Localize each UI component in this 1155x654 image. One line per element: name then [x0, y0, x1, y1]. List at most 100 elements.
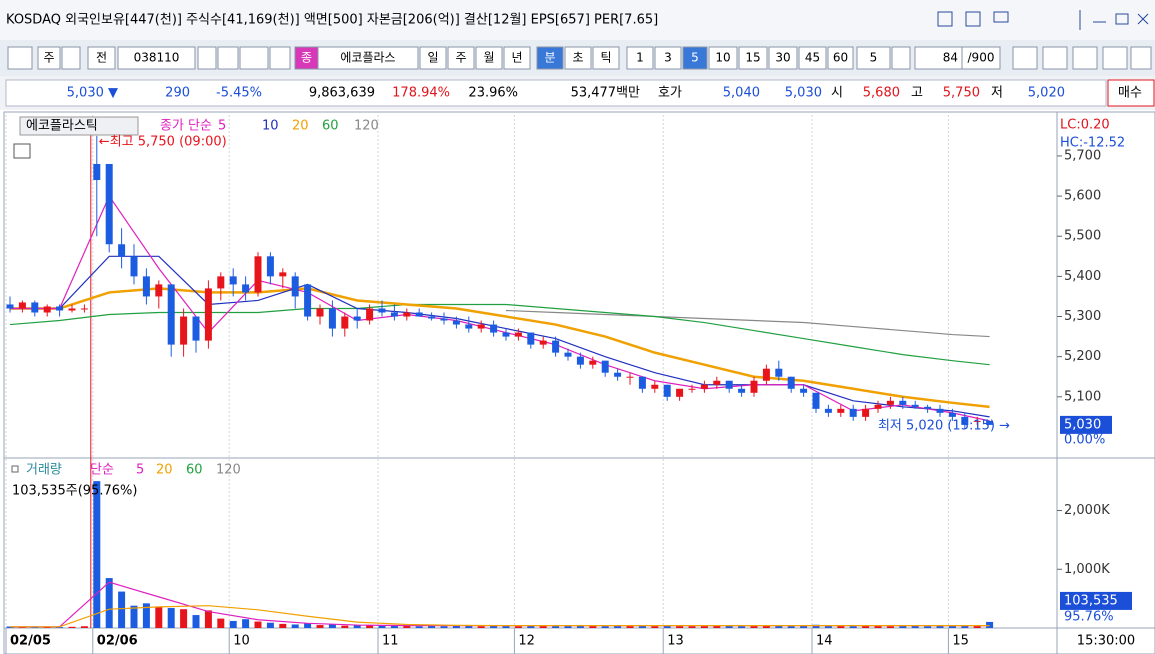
volume-bar — [626, 625, 634, 628]
buy-button[interactable] — [1107, 79, 1155, 107]
toolbar-button[interactable] — [117, 46, 196, 70]
toolbar-button[interactable] — [447, 46, 475, 70]
volume-bar — [676, 625, 684, 628]
candle-body — [18, 302, 26, 309]
dropdown-button[interactable] — [269, 46, 291, 70]
quote-value: 저 — [991, 86, 1003, 101]
toolbar-button[interactable] — [827, 46, 854, 70]
toolbar-button[interactable] — [564, 46, 592, 70]
tool-button[interactable] — [1012, 46, 1038, 70]
toolbar-label: 038110 — [134, 51, 180, 65]
volume-bar — [527, 625, 535, 628]
ma-legend: 5 — [136, 463, 144, 478]
toolbar-button[interactable] — [856, 46, 891, 70]
volume-bar — [601, 626, 609, 628]
maximize[interactable] — [1115, 13, 1129, 25]
toolbar-label: 1 — [636, 51, 644, 65]
toolbar-button[interactable] — [592, 46, 620, 70]
volume-bar — [366, 625, 374, 628]
volume-bar — [514, 626, 522, 628]
toolbar-button[interactable] — [682, 46, 708, 70]
icon[interactable] — [937, 11, 953, 27]
volume-bar — [229, 620, 237, 628]
dropdown-button[interactable] — [239, 46, 269, 70]
tool-button[interactable] — [1130, 46, 1152, 70]
toolbar-button[interactable] — [503, 46, 531, 70]
y-tick-label: 5,600 — [1064, 189, 1101, 204]
volume-summary: 103,535주(95.76%) — [12, 484, 137, 499]
candle-body — [738, 388, 746, 393]
ma-title: 단순 — [90, 463, 114, 478]
dropdown-button[interactable] — [61, 46, 81, 70]
volume-bar — [68, 626, 76, 628]
dropdown-button[interactable] — [197, 46, 217, 70]
volume-bar — [948, 625, 956, 628]
plot: 02/05 02/06 10 11 12 13 14 15 15:30:00 5,700 5,600… — [5, 115, 1135, 654]
volume-bar — [688, 626, 696, 628]
candle-body — [43, 306, 51, 313]
tool-button[interactable] — [1042, 46, 1068, 70]
candle-body — [378, 308, 386, 313]
y-tick-label: 5,200 — [1064, 349, 1101, 364]
tool-button[interactable] — [1102, 46, 1128, 70]
candle-body — [452, 320, 460, 325]
close[interactable] — [1137, 13, 1149, 25]
toolbar-button[interactable] — [798, 46, 827, 70]
legend-icon — [11, 465, 19, 473]
volume-bar — [986, 621, 994, 628]
toolbar-button[interactable] — [87, 46, 116, 70]
candle-body — [130, 256, 138, 277]
icon[interactable] — [965, 11, 981, 27]
candle-body — [638, 376, 646, 389]
toolbar-button[interactable] — [536, 46, 564, 70]
volume-bar — [465, 625, 473, 628]
quote-value: 5,750 — [943, 86, 980, 101]
candle-body — [155, 284, 163, 297]
candle-body — [279, 272, 287, 277]
volume-bar — [142, 603, 150, 628]
volume-bar — [738, 626, 746, 628]
toolbar-button[interactable] — [626, 46, 654, 70]
volume-bar — [663, 625, 671, 628]
toolbar-button[interactable] — [961, 46, 1001, 70]
toolbar-label: 에코플라스 — [340, 51, 395, 65]
toolbar-label: 분 — [544, 51, 555, 65]
quote-value: 290 — [165, 86, 190, 101]
quote-value: 9,863,639 — [309, 86, 375, 101]
volume-bar — [762, 625, 770, 628]
toolbar-button[interactable] — [738, 46, 768, 70]
toolbar-label: 년 — [511, 51, 522, 65]
candle-body — [862, 408, 870, 417]
y-tick-label: 1,000K — [1064, 562, 1110, 577]
toolbar-button[interactable] — [708, 46, 738, 70]
toolbar-button[interactable] — [419, 46, 447, 70]
candle-body — [961, 416, 969, 425]
toolbar-label: 45 — [805, 51, 820, 65]
volume-bar — [390, 625, 398, 628]
volume-bar — [105, 578, 113, 628]
ma-line — [505, 309, 990, 338]
toolbar-button[interactable] — [317, 46, 419, 70]
quote-value: 23.96% — [468, 86, 518, 101]
tool-button[interactable] — [1072, 46, 1098, 70]
dropdown-button[interactable] — [891, 46, 911, 70]
toolbar-button[interactable] — [654, 46, 682, 70]
icon[interactable] — [993, 11, 1009, 23]
volume-bar — [477, 626, 485, 628]
toolbar-button[interactable] — [768, 46, 798, 70]
window-icons — [937, 10, 1149, 30]
candle-body — [601, 360, 609, 373]
toolbar-button[interactable] — [37, 46, 61, 70]
toolbar-label: 일 — [427, 51, 438, 65]
candle-body — [936, 408, 944, 413]
x-tick-label: 02/05 — [10, 634, 51, 649]
candle-body — [304, 284, 312, 317]
toolbar-label: 주 — [43, 51, 54, 65]
volume-bar — [911, 625, 919, 628]
dropdown-button[interactable] — [217, 46, 239, 70]
toolbar-button[interactable] — [475, 46, 503, 70]
toolbar-label: 60 — [833, 51, 848, 65]
candle-body — [477, 324, 485, 329]
hc: HC:-12.52 — [1060, 136, 1125, 151]
